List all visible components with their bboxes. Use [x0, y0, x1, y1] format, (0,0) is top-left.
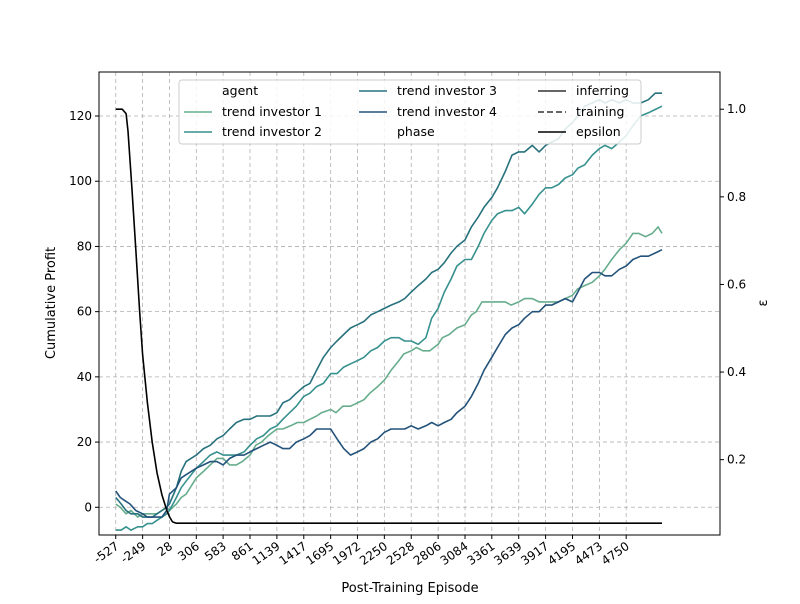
legend-box [178, 79, 642, 145]
legend-entry-label: phase [397, 124, 435, 139]
x-tick-label: -527 [91, 539, 121, 566]
x-tick-label: 3084 [438, 539, 471, 568]
y-left-tick-label: 40 [77, 370, 92, 384]
x-tick-label: 3361 [464, 539, 497, 568]
x-tick-label: 2528 [384, 539, 417, 568]
x-tick-label: 2250 [357, 539, 390, 568]
x-tick-label: 1139 [250, 539, 283, 568]
legend-entry-label: inferring [576, 83, 629, 98]
y-left-tick-label: 20 [77, 435, 92, 449]
x-tick-label: 4473 [572, 539, 605, 568]
x-tick-label: 1695 [303, 539, 336, 568]
legend-entry-label: agent [222, 83, 258, 98]
y-left-tick-label: 60 [77, 305, 92, 319]
x-tick-label: 1417 [276, 539, 309, 568]
x-tick-label: 4750 [599, 539, 632, 568]
x-tick-label: 3917 [518, 539, 551, 568]
y-right-tick-label: 0.6 [727, 277, 746, 291]
y-right-tick-label: 1.0 [727, 102, 746, 116]
grid-layer [99, 72, 720, 535]
x-axis-label: Post-Training Episode [341, 581, 478, 596]
y-left-tick-label: 0 [84, 500, 92, 514]
plot-frame [98, 71, 721, 536]
series-layer [115, 92, 663, 531]
y-axis-right-label: ε [756, 299, 771, 306]
legend-entry-label: trend investor 2 [222, 124, 322, 139]
y-left-tick-label: 80 [77, 239, 92, 253]
series-line-epsilon [115, 108, 662, 524]
x-tick-label: 3639 [491, 539, 524, 568]
y-right-tick-label: 0.4 [727, 365, 746, 379]
legend-entry-label: trend investor 1 [222, 104, 322, 119]
x-tick-label: 2806 [411, 539, 444, 568]
x-tick-label: 306 [175, 539, 202, 564]
y-axis-left-label: Cumulative Profit [44, 247, 59, 359]
legend-entry-label: epsilon [576, 124, 621, 139]
series-line-trend-investor-3 [115, 92, 662, 518]
series-line-trend-investor-4 [115, 248, 663, 518]
series-line-trend-investor-1 [115, 226, 663, 518]
x-tick-label: -249 [118, 539, 148, 566]
x-tick-label: 583 [202, 539, 229, 564]
x-tick-label: 28 [155, 539, 176, 559]
legend-entry-label: training [576, 104, 624, 119]
x-tick-label: 1972 [330, 539, 363, 568]
y-left-tick-label: 100 [69, 174, 92, 188]
y-right-tick-label: 0.8 [727, 190, 746, 204]
series-line-trend-investor-2 [115, 105, 663, 531]
y-left-tick-label: 120 [69, 109, 92, 123]
y-right-tick-label: 0.2 [727, 453, 746, 467]
legend-entry-label: trend investor 3 [397, 83, 497, 98]
legend-entry-label: trend investor 4 [397, 104, 497, 119]
legend: agent trend investor 1 trend investor 2 tre… [178, 79, 642, 145]
x-tick-label: 4195 [545, 539, 578, 568]
axis-layer: -527-249 28 306 583 861113914171695197222502… [69, 102, 746, 568]
